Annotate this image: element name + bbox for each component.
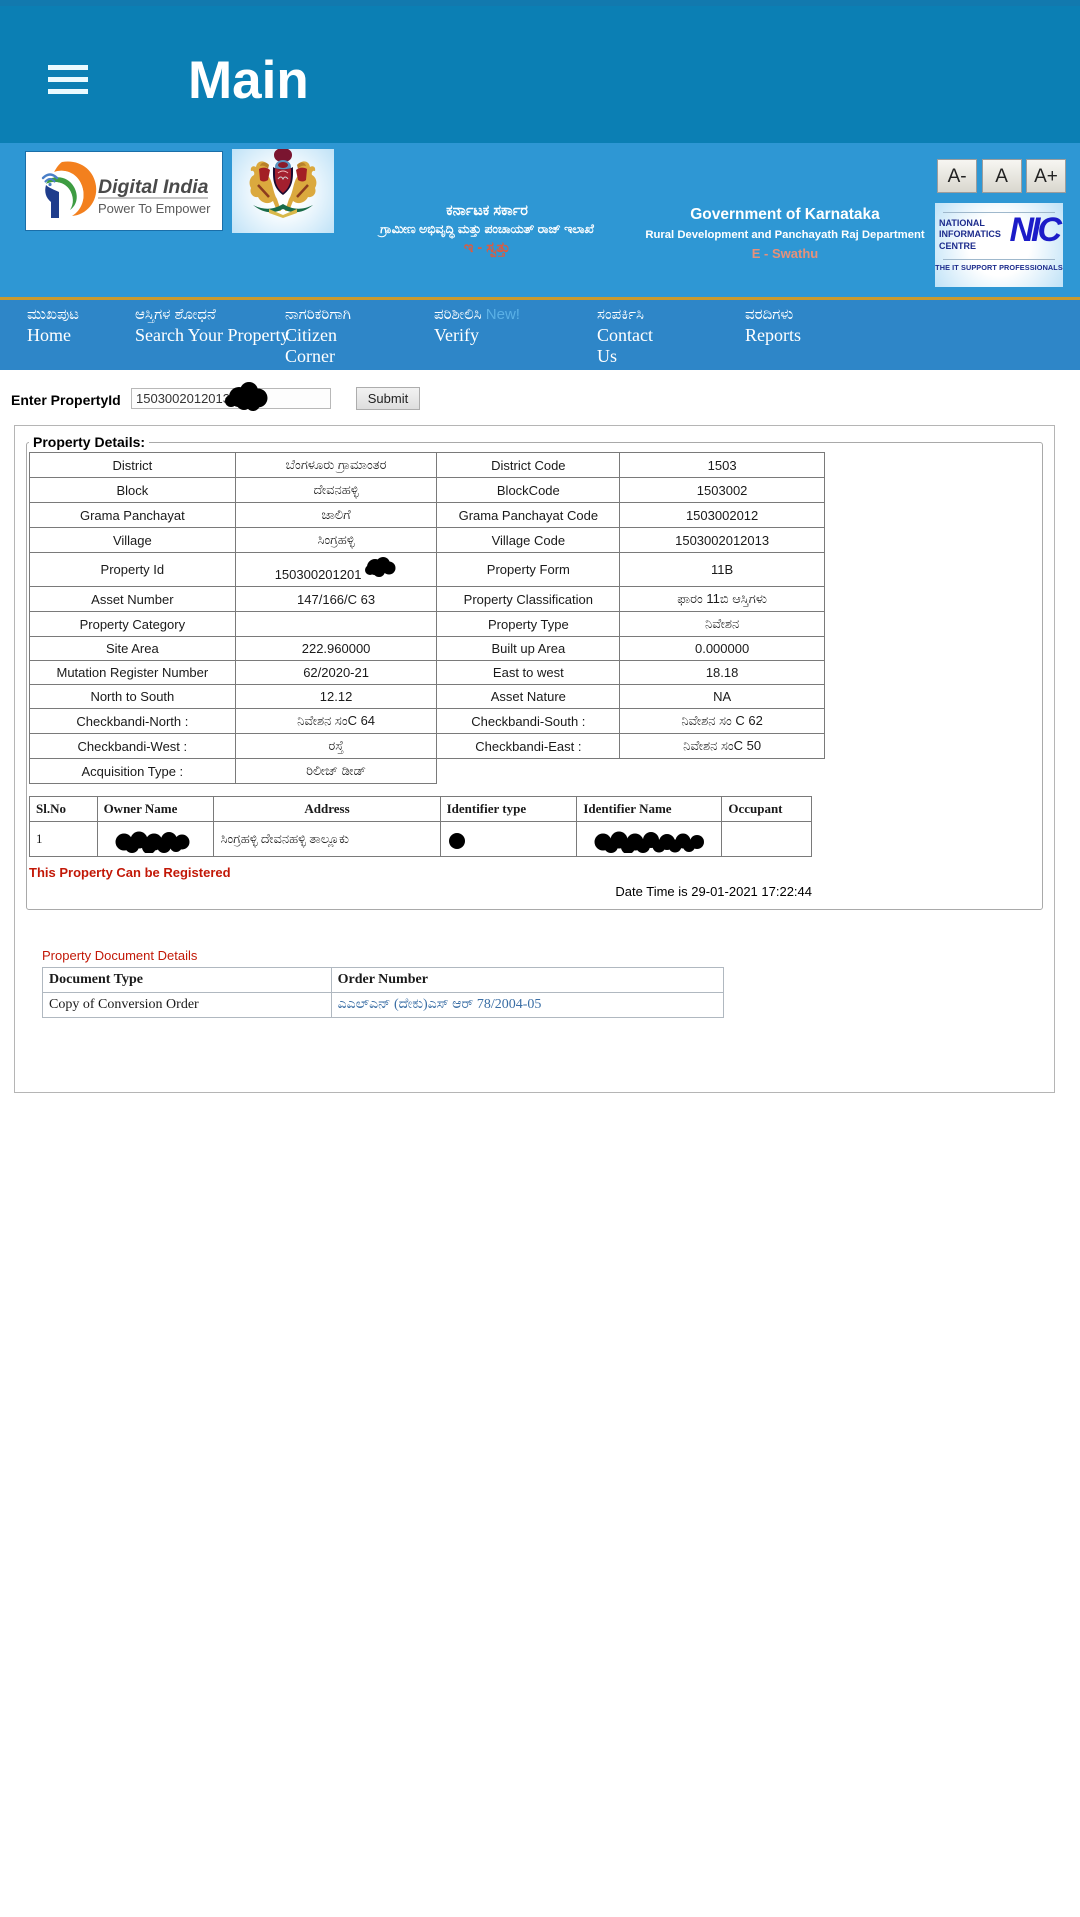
svg-text:Digital India: Digital India bbox=[98, 176, 209, 198]
svg-text:Power To Empower: Power To Empower bbox=[98, 201, 211, 216]
